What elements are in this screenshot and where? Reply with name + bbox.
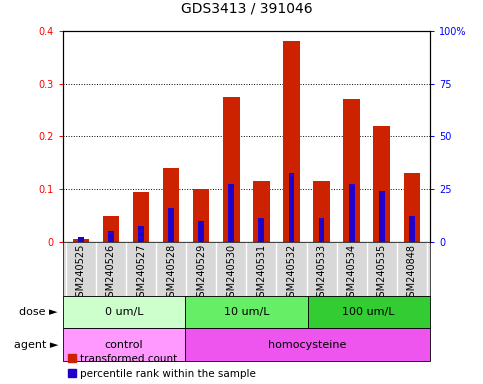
Text: GSM240528: GSM240528 <box>166 243 176 303</box>
Text: GSM240535: GSM240535 <box>377 243 387 303</box>
Bar <box>403 173 420 242</box>
Bar <box>138 226 144 242</box>
Text: GSM240848: GSM240848 <box>407 243 417 303</box>
Bar <box>313 181 330 242</box>
Bar <box>283 41 300 242</box>
Text: GSM240534: GSM240534 <box>347 243 356 303</box>
Bar <box>133 192 149 242</box>
Bar <box>253 181 270 242</box>
Bar <box>199 221 204 242</box>
Text: GDS3413 / 391046: GDS3413 / 391046 <box>181 2 312 15</box>
Text: GSM240527: GSM240527 <box>136 243 146 303</box>
Text: GSM240526: GSM240526 <box>106 243 116 303</box>
Bar <box>193 189 210 242</box>
Bar <box>163 168 179 242</box>
Bar <box>409 215 415 242</box>
Bar <box>349 184 355 242</box>
Bar <box>63 296 185 328</box>
Bar <box>108 231 114 242</box>
Text: 100 um/L: 100 um/L <box>342 307 395 317</box>
Bar <box>379 191 384 242</box>
Text: homocysteine: homocysteine <box>269 339 347 350</box>
Bar <box>103 215 119 242</box>
Bar <box>185 296 308 328</box>
Bar <box>223 97 240 242</box>
Bar <box>63 328 185 361</box>
Text: agent ►: agent ► <box>14 339 58 350</box>
Text: GSM240529: GSM240529 <box>196 243 206 303</box>
Bar <box>78 237 84 242</box>
Text: GSM240530: GSM240530 <box>227 243 236 303</box>
Bar <box>319 218 325 242</box>
Text: GSM240533: GSM240533 <box>316 243 327 303</box>
Bar <box>343 99 360 242</box>
Text: 10 um/L: 10 um/L <box>224 307 269 317</box>
Text: 0 um/L: 0 um/L <box>105 307 143 317</box>
Bar <box>308 296 430 328</box>
Bar <box>168 208 174 242</box>
Bar <box>373 126 390 242</box>
Text: GSM240532: GSM240532 <box>286 243 297 303</box>
Text: GSM240525: GSM240525 <box>76 243 86 303</box>
Text: GSM240531: GSM240531 <box>256 243 266 303</box>
Legend: transformed count, percentile rank within the sample: transformed count, percentile rank withi… <box>68 354 256 379</box>
Bar <box>72 239 89 242</box>
Text: control: control <box>105 339 143 350</box>
Bar <box>228 184 234 242</box>
Text: dose ►: dose ► <box>19 307 58 317</box>
Bar <box>258 218 264 242</box>
Bar <box>185 328 430 361</box>
Bar <box>288 173 294 242</box>
